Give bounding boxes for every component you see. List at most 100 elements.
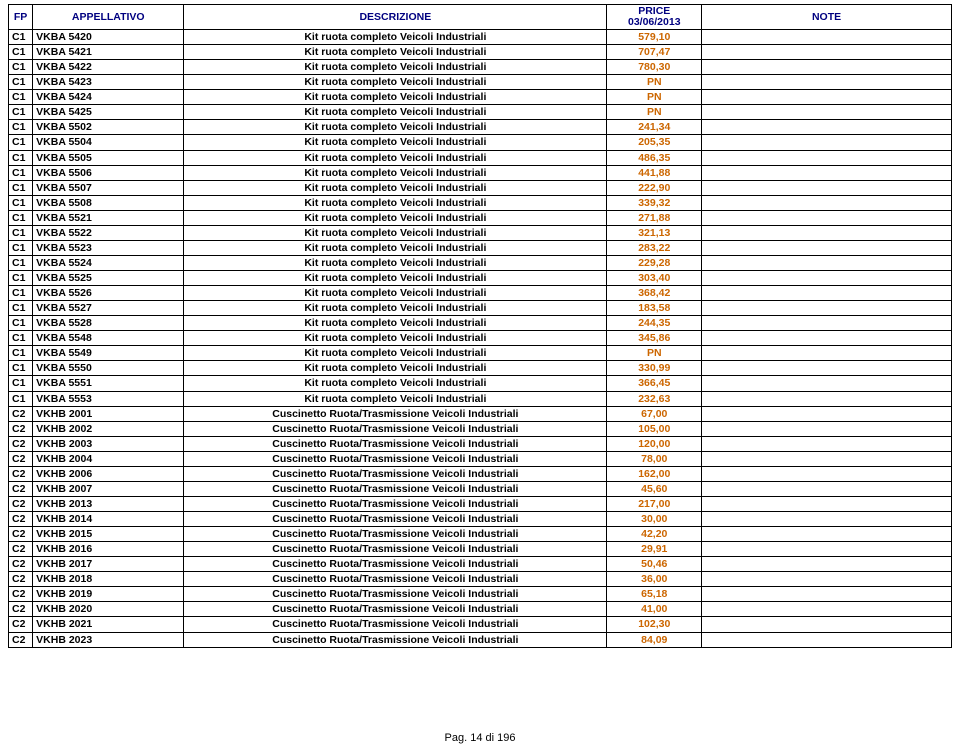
cell-descrizione: Kit ruota completo Veicoli Industriali	[184, 150, 607, 165]
cell-fp: C1	[9, 150, 33, 165]
table-row: C1VKBA 5525Kit ruota completo Veicoli In…	[9, 271, 952, 286]
cell-appellativo: VKBA 5525	[33, 271, 184, 286]
cell-appellativo: VKBA 5502	[33, 120, 184, 135]
table-row: C1VKBA 5551Kit ruota completo Veicoli In…	[9, 376, 952, 391]
cell-appellativo: VKBA 5553	[33, 391, 184, 406]
cell-appellativo: VKHB 2007	[33, 481, 184, 496]
cell-fp: C2	[9, 481, 33, 496]
cell-note	[702, 496, 952, 511]
cell-fp: C1	[9, 271, 33, 286]
cell-price: PN	[607, 75, 702, 90]
cell-note	[702, 421, 952, 436]
cell-descrizione: Kit ruota completo Veicoli Industriali	[184, 120, 607, 135]
cell-fp: C1	[9, 195, 33, 210]
cell-appellativo: VKHB 2023	[33, 632, 184, 647]
table-row: C2VKHB 2004Cuscinetto Ruota/Trasmissione…	[9, 451, 952, 466]
cell-descrizione: Kit ruota completo Veicoli Industriali	[184, 391, 607, 406]
cell-note	[702, 632, 952, 647]
col-header-appellativo: APPELLATIVO	[33, 5, 184, 30]
page-number: Pag. 14 di 196	[0, 732, 960, 744]
cell-fp: C2	[9, 557, 33, 572]
cell-fp: C2	[9, 496, 33, 511]
cell-price: 102,30	[607, 617, 702, 632]
cell-descrizione: Kit ruota completo Veicoli Industriali	[184, 361, 607, 376]
cell-note	[702, 376, 952, 391]
cell-price: PN	[607, 346, 702, 361]
cell-descrizione: Cuscinetto Ruota/Trasmissione Veicoli In…	[184, 602, 607, 617]
table-row: C1VKBA 5420Kit ruota completo Veicoli In…	[9, 30, 952, 45]
cell-appellativo: VKHB 2003	[33, 436, 184, 451]
cell-note	[702, 120, 952, 135]
cell-price: 45,60	[607, 481, 702, 496]
cell-fp: C1	[9, 301, 33, 316]
cell-appellativo: VKBA 5526	[33, 286, 184, 301]
cell-descrizione: Cuscinetto Ruota/Trasmissione Veicoli In…	[184, 481, 607, 496]
table-row: C2VKHB 2017Cuscinetto Ruota/Trasmissione…	[9, 557, 952, 572]
cell-appellativo: VKBA 5550	[33, 361, 184, 376]
cell-appellativo: VKBA 5505	[33, 150, 184, 165]
cell-appellativo: VKBA 5523	[33, 240, 184, 255]
cell-descrizione: Kit ruota completo Veicoli Industriali	[184, 301, 607, 316]
table-row: C2VKHB 2021Cuscinetto Ruota/Trasmissione…	[9, 617, 952, 632]
cell-note	[702, 150, 952, 165]
cell-price: 30,00	[607, 512, 702, 527]
cell-descrizione: Kit ruota completo Veicoli Industriali	[184, 45, 607, 60]
cell-note	[702, 451, 952, 466]
cell-fp: C2	[9, 527, 33, 542]
cell-descrizione: Cuscinetto Ruota/Trasmissione Veicoli In…	[184, 512, 607, 527]
cell-fp: C2	[9, 587, 33, 602]
table-row: C1VKBA 5524Kit ruota completo Veicoli In…	[9, 255, 952, 270]
cell-note	[702, 210, 952, 225]
cell-price: 330,99	[607, 361, 702, 376]
table-row: C2VKHB 2015Cuscinetto Ruota/Trasmissione…	[9, 527, 952, 542]
cell-price: 368,42	[607, 286, 702, 301]
cell-fp: C1	[9, 376, 33, 391]
cell-descrizione: Cuscinetto Ruota/Trasmissione Veicoli In…	[184, 572, 607, 587]
col-header-note: NOTE	[702, 5, 952, 30]
table-row: C1VKBA 5521Kit ruota completo Veicoli In…	[9, 210, 952, 225]
table-row: C2VKHB 2020Cuscinetto Ruota/Trasmissione…	[9, 602, 952, 617]
cell-descrizione: Kit ruota completo Veicoli Industriali	[184, 180, 607, 195]
table-row: C2VKHB 2001Cuscinetto Ruota/Trasmissione…	[9, 406, 952, 421]
cell-fp: C2	[9, 632, 33, 647]
col-header-fp: FP	[9, 5, 33, 30]
cell-price: 283,22	[607, 240, 702, 255]
table-row: C1VKBA 5507Kit ruota completo Veicoli In…	[9, 180, 952, 195]
cell-price: 441,88	[607, 165, 702, 180]
cell-price: 339,32	[607, 195, 702, 210]
cell-price: 579,10	[607, 30, 702, 45]
cell-note	[702, 466, 952, 481]
cell-note	[702, 406, 952, 421]
table-row: C1VKBA 5528Kit ruota completo Veicoli In…	[9, 316, 952, 331]
cell-fp: C1	[9, 391, 33, 406]
cell-price: 229,28	[607, 255, 702, 270]
cell-appellativo: VKBA 5423	[33, 75, 184, 90]
cell-appellativo: VKBA 5425	[33, 105, 184, 120]
table-container: FP APPELLATIVO DESCRIZIONE PRICE 03/06/2…	[0, 0, 960, 648]
cell-note	[702, 391, 952, 406]
cell-fp: C1	[9, 361, 33, 376]
cell-fp: C2	[9, 572, 33, 587]
table-row: C1VKBA 5424Kit ruota completo Veicoli In…	[9, 90, 952, 105]
col-header-descrizione: DESCRIZIONE	[184, 5, 607, 30]
cell-appellativo: VKBA 5548	[33, 331, 184, 346]
cell-note	[702, 165, 952, 180]
cell-price: 50,46	[607, 557, 702, 572]
cell-note	[702, 481, 952, 496]
cell-price: 486,35	[607, 150, 702, 165]
cell-appellativo: VKBA 5422	[33, 60, 184, 75]
table-row: C1VKBA 5522Kit ruota completo Veicoli In…	[9, 225, 952, 240]
cell-appellativo: VKHB 2006	[33, 466, 184, 481]
cell-descrizione: Kit ruota completo Veicoli Industriali	[184, 240, 607, 255]
cell-descrizione: Kit ruota completo Veicoli Industriali	[184, 60, 607, 75]
cell-price: 105,00	[607, 421, 702, 436]
table-row: C1VKBA 5553Kit ruota completo Veicoli In…	[9, 391, 952, 406]
cell-fp: C1	[9, 60, 33, 75]
cell-note	[702, 45, 952, 60]
cell-descrizione: Kit ruota completo Veicoli Industriali	[184, 210, 607, 225]
cell-price: PN	[607, 105, 702, 120]
cell-descrizione: Kit ruota completo Veicoli Industriali	[184, 286, 607, 301]
cell-note	[702, 557, 952, 572]
cell-note	[702, 286, 952, 301]
cell-price: 84,09	[607, 632, 702, 647]
